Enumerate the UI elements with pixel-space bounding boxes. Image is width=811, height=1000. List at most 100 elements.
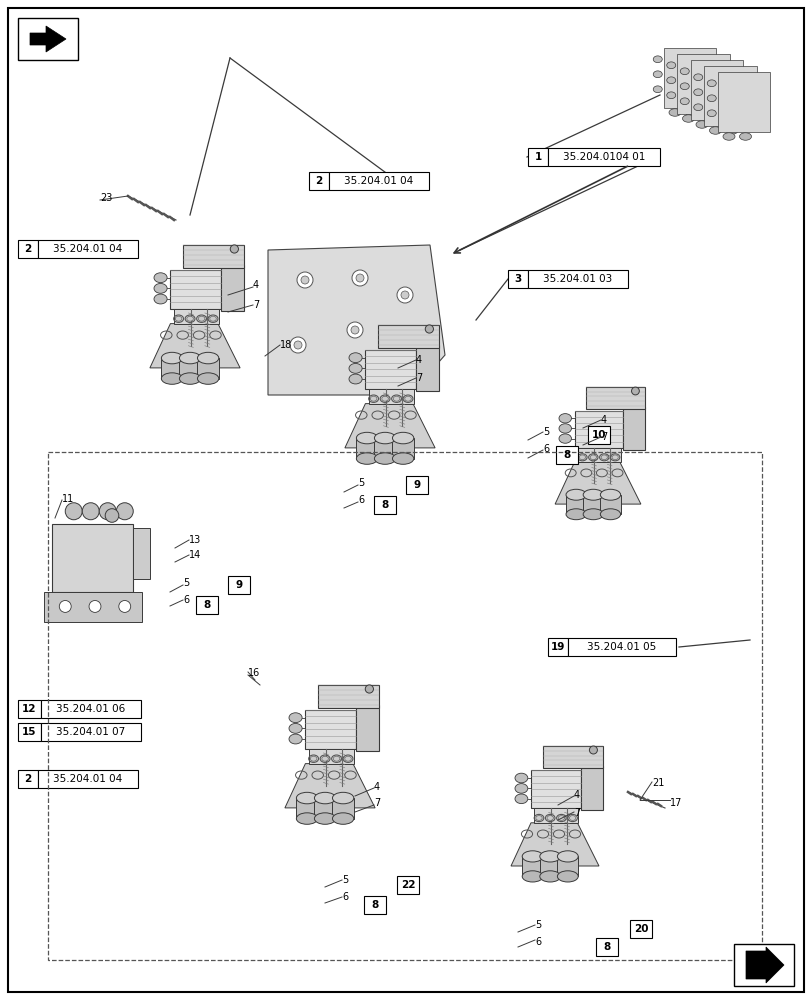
Ellipse shape: [314, 813, 335, 824]
Polygon shape: [542, 790, 603, 804]
Circle shape: [297, 272, 312, 288]
Text: 10: 10: [591, 430, 606, 440]
Ellipse shape: [680, 68, 689, 75]
Bar: [228, 576, 250, 594]
Bar: [397, 876, 418, 894]
Ellipse shape: [557, 816, 564, 820]
Bar: [565, 495, 586, 514]
Bar: [556, 856, 577, 876]
Bar: [663, 48, 715, 108]
Bar: [41, 700, 141, 718]
Ellipse shape: [706, 110, 715, 117]
Circle shape: [116, 503, 133, 520]
Ellipse shape: [698, 115, 710, 122]
Ellipse shape: [558, 434, 571, 443]
Text: 5: 5: [358, 478, 364, 488]
Bar: [161, 358, 182, 379]
Ellipse shape: [558, 414, 571, 423]
Bar: [586, 387, 644, 409]
Bar: [18, 723, 41, 741]
Bar: [368, 389, 414, 404]
Ellipse shape: [289, 713, 302, 723]
Bar: [377, 325, 439, 348]
Ellipse shape: [179, 352, 200, 364]
Ellipse shape: [565, 509, 586, 520]
Ellipse shape: [154, 294, 167, 304]
Ellipse shape: [197, 352, 218, 364]
Text: 5: 5: [534, 920, 541, 930]
Text: 4: 4: [415, 355, 422, 365]
Ellipse shape: [558, 424, 571, 433]
Bar: [539, 856, 560, 876]
Bar: [547, 148, 659, 166]
Ellipse shape: [725, 127, 737, 134]
Polygon shape: [585, 430, 644, 444]
Ellipse shape: [693, 104, 702, 111]
Ellipse shape: [349, 374, 362, 384]
Polygon shape: [150, 324, 240, 368]
Text: 14: 14: [189, 550, 201, 560]
Bar: [18, 18, 78, 60]
Text: 22: 22: [401, 880, 414, 890]
Text: 6: 6: [341, 892, 348, 902]
Polygon shape: [555, 462, 640, 504]
Bar: [38, 240, 138, 258]
Ellipse shape: [547, 816, 553, 820]
Polygon shape: [745, 947, 783, 983]
Ellipse shape: [565, 489, 586, 500]
Ellipse shape: [209, 316, 216, 321]
Text: 7: 7: [374, 798, 380, 808]
Circle shape: [350, 326, 358, 334]
Ellipse shape: [175, 316, 182, 321]
Bar: [622, 407, 644, 450]
Ellipse shape: [356, 453, 377, 464]
Circle shape: [89, 600, 101, 612]
Circle shape: [230, 245, 238, 253]
Circle shape: [351, 270, 367, 286]
Ellipse shape: [556, 871, 577, 882]
Polygon shape: [316, 730, 379, 744]
Ellipse shape: [582, 489, 603, 500]
Circle shape: [355, 274, 363, 282]
Bar: [582, 495, 603, 514]
Ellipse shape: [349, 353, 362, 363]
Text: 6: 6: [358, 495, 363, 505]
Text: 35.204.01 05: 35.204.01 05: [586, 642, 656, 652]
Bar: [717, 72, 770, 132]
Bar: [556, 446, 577, 464]
Text: 9: 9: [413, 480, 420, 490]
Circle shape: [105, 509, 118, 522]
Text: 3: 3: [513, 274, 521, 284]
Polygon shape: [376, 370, 439, 384]
Polygon shape: [268, 245, 444, 395]
Bar: [363, 896, 385, 914]
Text: 35.204.01 04: 35.204.01 04: [344, 176, 413, 186]
Ellipse shape: [392, 432, 414, 444]
Ellipse shape: [370, 396, 376, 401]
Bar: [690, 60, 742, 120]
Bar: [521, 856, 543, 876]
Ellipse shape: [198, 316, 204, 321]
Ellipse shape: [599, 509, 620, 520]
Bar: [530, 770, 580, 808]
Ellipse shape: [187, 316, 193, 321]
Ellipse shape: [652, 71, 662, 78]
Bar: [595, 938, 617, 956]
Bar: [332, 798, 354, 819]
Text: 11: 11: [62, 494, 74, 504]
Text: 23: 23: [100, 193, 112, 203]
Ellipse shape: [590, 455, 596, 460]
Bar: [309, 172, 328, 190]
Text: 17: 17: [669, 798, 681, 808]
Bar: [179, 358, 200, 379]
Ellipse shape: [693, 74, 702, 81]
Text: 16: 16: [247, 668, 260, 678]
Ellipse shape: [356, 432, 377, 444]
Bar: [182, 245, 244, 268]
Text: 5: 5: [182, 578, 189, 588]
Bar: [547, 638, 568, 656]
Polygon shape: [510, 823, 599, 866]
Ellipse shape: [514, 784, 527, 793]
Bar: [38, 770, 138, 788]
Ellipse shape: [393, 396, 399, 401]
